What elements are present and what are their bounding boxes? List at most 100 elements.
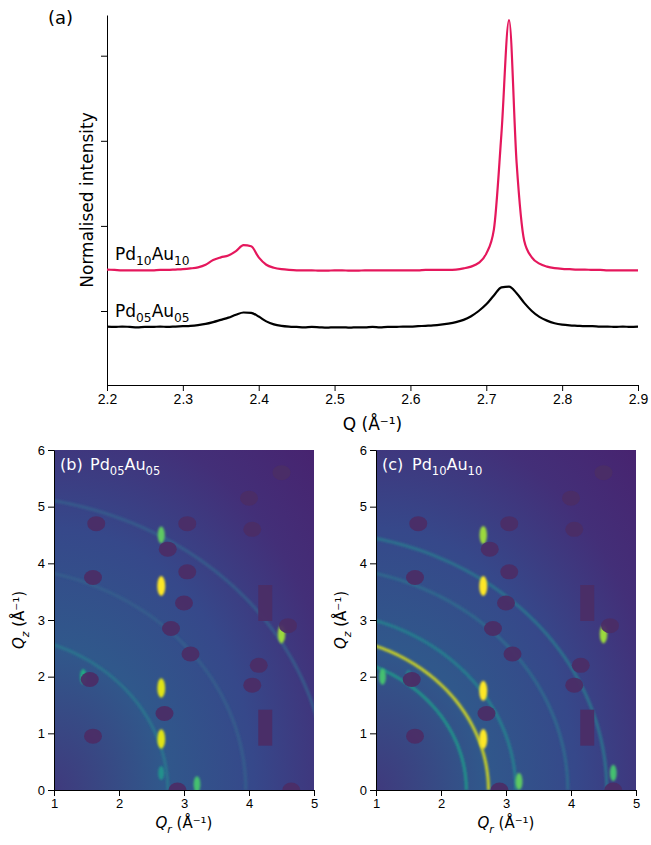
x-axis-tick-mark [441,790,442,796]
spot [194,776,201,790]
x-axis-tick: 3 [503,790,510,811]
plot-area [54,450,314,790]
y-axis-line [376,451,377,791]
x-axis-tick: 1 [373,790,380,811]
x-axis-tick: 2.7 [477,385,497,407]
x-axis-tick: 2 [438,790,445,811]
ring [376,532,607,790]
x-axis-tick-mark [636,790,637,796]
y-axis-line [54,451,55,791]
y-axis-tick-mark [370,450,376,451]
x-axis-tick-label: 1 [373,796,380,811]
y-axis-tick-mark [48,620,54,621]
y-axis-tick: 6 [360,443,376,458]
text-part: (Å⁻¹) [9,591,28,632]
x-axis-tick-label: 2 [438,796,445,811]
spot [610,765,617,781]
x-axis-tick-label: 5 [311,796,318,811]
plot-area [376,450,636,790]
y-axis [101,16,108,386]
y-axis-tick: 3 [360,613,376,628]
x-axis-tick-mark [506,790,507,796]
detector-mask [282,783,300,791]
text-part: (Å⁻¹) [331,591,350,632]
x-axis-tick-label: 4 [568,796,575,811]
y-axis-tick-mark [370,733,376,734]
detector-mask [178,564,196,579]
y-axis-tick-mark [101,141,107,142]
detector-mask [162,621,180,636]
text-part: Pd [412,455,432,474]
detector-mask [84,729,102,744]
text-part: 10 [136,254,152,268]
y-axis-title: Qz (Å⁻¹) [331,591,354,649]
spot [516,773,523,790]
text-part: Au [124,455,145,474]
x-axis: 1 2 3 4 5 [373,790,640,811]
y-axis-tick-mark [370,507,376,508]
detector-mask [156,706,174,721]
y-axis: 0123456 [38,443,55,798]
x-axis-tick-label: 2.3 [174,391,194,407]
detector-mask-bar [580,585,594,621]
x-axis-tick-label: 2.5 [325,391,345,407]
figure: 2.22.32.42.52.62.72.82.9Pd10Au10Pd05Au05… [0,0,651,845]
text-part: Q (Å⁻¹) [343,413,402,434]
detector-mask-bar [258,710,272,746]
y-axis-tick-label: 0 [38,783,45,798]
y-axis-line [107,16,108,386]
detector-mask [504,647,522,662]
y-axis-tick: 5 [360,499,376,514]
detector-mask [478,706,496,721]
y-axis-tick-mark [101,311,107,312]
spot [157,576,165,596]
detector-mask [279,618,297,633]
series-label: Pd05Au05 [115,301,190,325]
detector-mask [565,678,583,693]
detector-mask [604,783,622,791]
y-axis-tick-label: 6 [360,443,367,458]
x-axis-tick-label: 2 [116,796,123,811]
x-axis-tick-label: 2.7 [477,391,497,407]
detector-mask [178,516,196,531]
y-axis-tick-label: 5 [360,499,367,514]
y-axis-tick-label: 3 [360,613,367,628]
detector-mask [84,570,102,585]
y-axis-tick-label: 2 [38,669,45,684]
y-axis-tick [101,226,107,227]
x-axis-tick-label: 5 [633,796,640,811]
y-axis-tick-mark [370,620,376,621]
y-axis-tick-mark [48,450,54,451]
ring [376,566,568,790]
plot-area [107,20,638,327]
detector-mask [565,522,583,537]
x-axis-tick-mark [571,790,572,796]
x-axis-tick-mark [376,790,377,796]
detector-mask [406,729,424,744]
text-part: Au [446,455,467,474]
x-axis-tick: 2.4 [249,385,269,407]
x-axis-tick: 5 [633,790,640,811]
y-axis-tick: 1 [360,726,376,741]
x-axis-tick-label: 2.8 [553,391,573,407]
spot [157,729,165,748]
y-axis-tick: 2 [360,669,376,684]
x-axis-tick: 2.8 [553,385,573,407]
series-label: Pd10Au10 [115,244,190,268]
y-axis-tick: 4 [38,556,54,571]
y-axis-tick: 5 [38,499,54,514]
text-part: Au [152,244,174,264]
text-part: Pd [115,244,136,264]
panel-title: Pd05Au05 [90,455,160,478]
x-axis-tick: 4 [568,790,575,811]
detector-mask [601,618,619,633]
detector-mask [250,658,268,673]
y-axis-tick: 3 [38,613,54,628]
y-axis-tick: 1 [38,726,54,741]
y-axis-tick [101,56,107,57]
detector-mask [572,658,590,673]
series-line [107,287,638,328]
x-axis-tick-mark [249,790,250,796]
y-axis-tick-label: 4 [38,556,45,571]
x-axis-title: Qr (Å⁻¹) [478,813,535,836]
